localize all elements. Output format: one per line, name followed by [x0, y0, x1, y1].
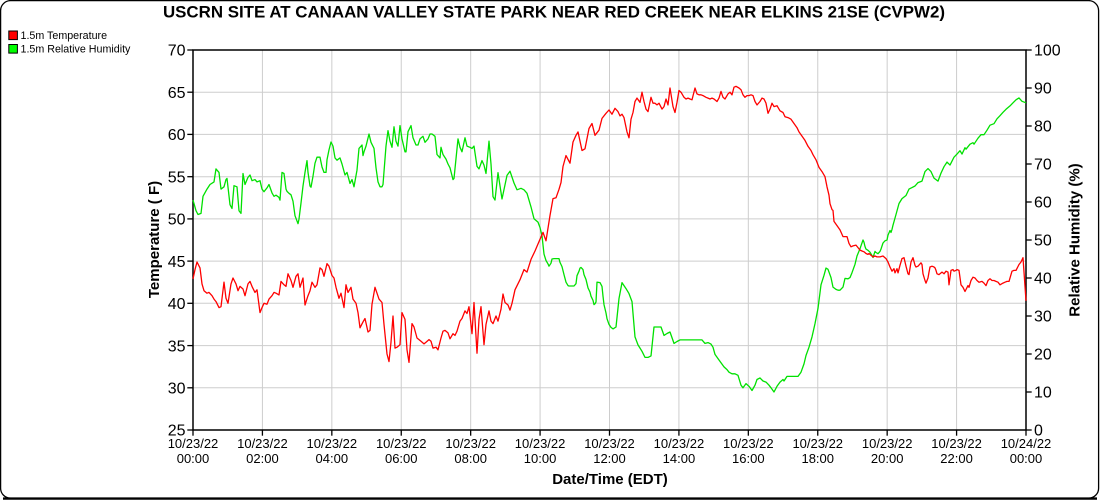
- svg-text:Date/Time (EDT): Date/Time (EDT): [552, 471, 668, 488]
- svg-text:10/23/22: 10/23/22: [307, 436, 358, 451]
- svg-text:18:00: 18:00: [801, 451, 834, 466]
- svg-text:20:00: 20:00: [871, 451, 904, 466]
- svg-text:80: 80: [1034, 119, 1052, 136]
- svg-text:10: 10: [1034, 385, 1052, 402]
- svg-text:40: 40: [1034, 271, 1052, 288]
- svg-text:Temperature ( F): Temperature ( F): [146, 181, 163, 298]
- svg-text:10/23/22: 10/23/22: [168, 436, 219, 451]
- svg-text:02:00: 02:00: [246, 451, 279, 466]
- svg-text:30: 30: [1034, 309, 1052, 326]
- svg-text:08:00: 08:00: [454, 451, 487, 466]
- svg-text:10/23/22: 10/23/22: [931, 436, 982, 451]
- svg-text:22:00: 22:00: [940, 451, 973, 466]
- svg-text:16:00: 16:00: [732, 451, 765, 466]
- svg-text:14:00: 14:00: [663, 451, 696, 466]
- svg-text:90: 90: [1034, 81, 1052, 98]
- svg-text:10/24/22: 10/24/22: [1001, 436, 1052, 451]
- svg-text:20: 20: [1034, 347, 1052, 364]
- svg-text:30: 30: [168, 381, 186, 398]
- svg-text:10/23/22: 10/23/22: [376, 436, 427, 451]
- svg-text:10/23/22: 10/23/22: [654, 436, 705, 451]
- svg-text:10/23/22: 10/23/22: [723, 436, 774, 451]
- svg-text:00:00: 00:00: [1010, 451, 1043, 466]
- svg-text:40: 40: [168, 296, 186, 313]
- svg-text:70: 70: [1034, 157, 1052, 174]
- svg-text:10/23/22: 10/23/22: [792, 436, 843, 451]
- svg-text:1.5m Relative Humidity: 1.5m Relative Humidity: [21, 44, 132, 56]
- svg-text:10/23/22: 10/23/22: [515, 436, 566, 451]
- svg-text:55: 55: [168, 169, 186, 186]
- svg-text:10/23/22: 10/23/22: [445, 436, 496, 451]
- svg-text:65: 65: [168, 85, 186, 102]
- svg-text:0: 0: [1034, 423, 1043, 440]
- svg-text:45: 45: [168, 254, 186, 271]
- svg-text:04:00: 04:00: [316, 451, 349, 466]
- svg-text:00:00: 00:00: [177, 451, 210, 466]
- svg-text:Relative Humidity (%): Relative Humidity (%): [1067, 163, 1084, 316]
- svg-text:100: 100: [1034, 43, 1061, 60]
- svg-text:50: 50: [168, 212, 186, 229]
- svg-text:10:00: 10:00: [524, 451, 557, 466]
- svg-text:12:00: 12:00: [593, 451, 626, 466]
- svg-text:06:00: 06:00: [385, 451, 418, 466]
- svg-text:10/23/22: 10/23/22: [237, 436, 288, 451]
- svg-text:1.5m Temperature: 1.5m Temperature: [21, 30, 108, 42]
- svg-text:70: 70: [168, 43, 186, 60]
- svg-text:60: 60: [1034, 195, 1052, 212]
- svg-text:10/23/22: 10/23/22: [584, 436, 635, 451]
- svg-text:USCRN SITE AT CANAAN VALLEY ST: USCRN SITE AT CANAAN VALLEY STATE PARK N…: [163, 2, 945, 21]
- svg-text:50: 50: [1034, 233, 1052, 250]
- svg-text:60: 60: [168, 127, 186, 144]
- svg-text:10/23/22: 10/23/22: [862, 436, 913, 451]
- svg-text:35: 35: [168, 338, 186, 355]
- svg-text:25: 25: [168, 423, 186, 440]
